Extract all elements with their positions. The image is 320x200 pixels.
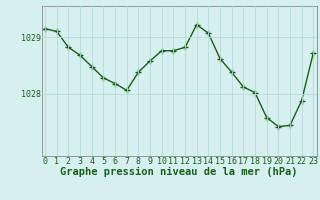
- X-axis label: Graphe pression niveau de la mer (hPa): Graphe pression niveau de la mer (hPa): [60, 167, 298, 177]
